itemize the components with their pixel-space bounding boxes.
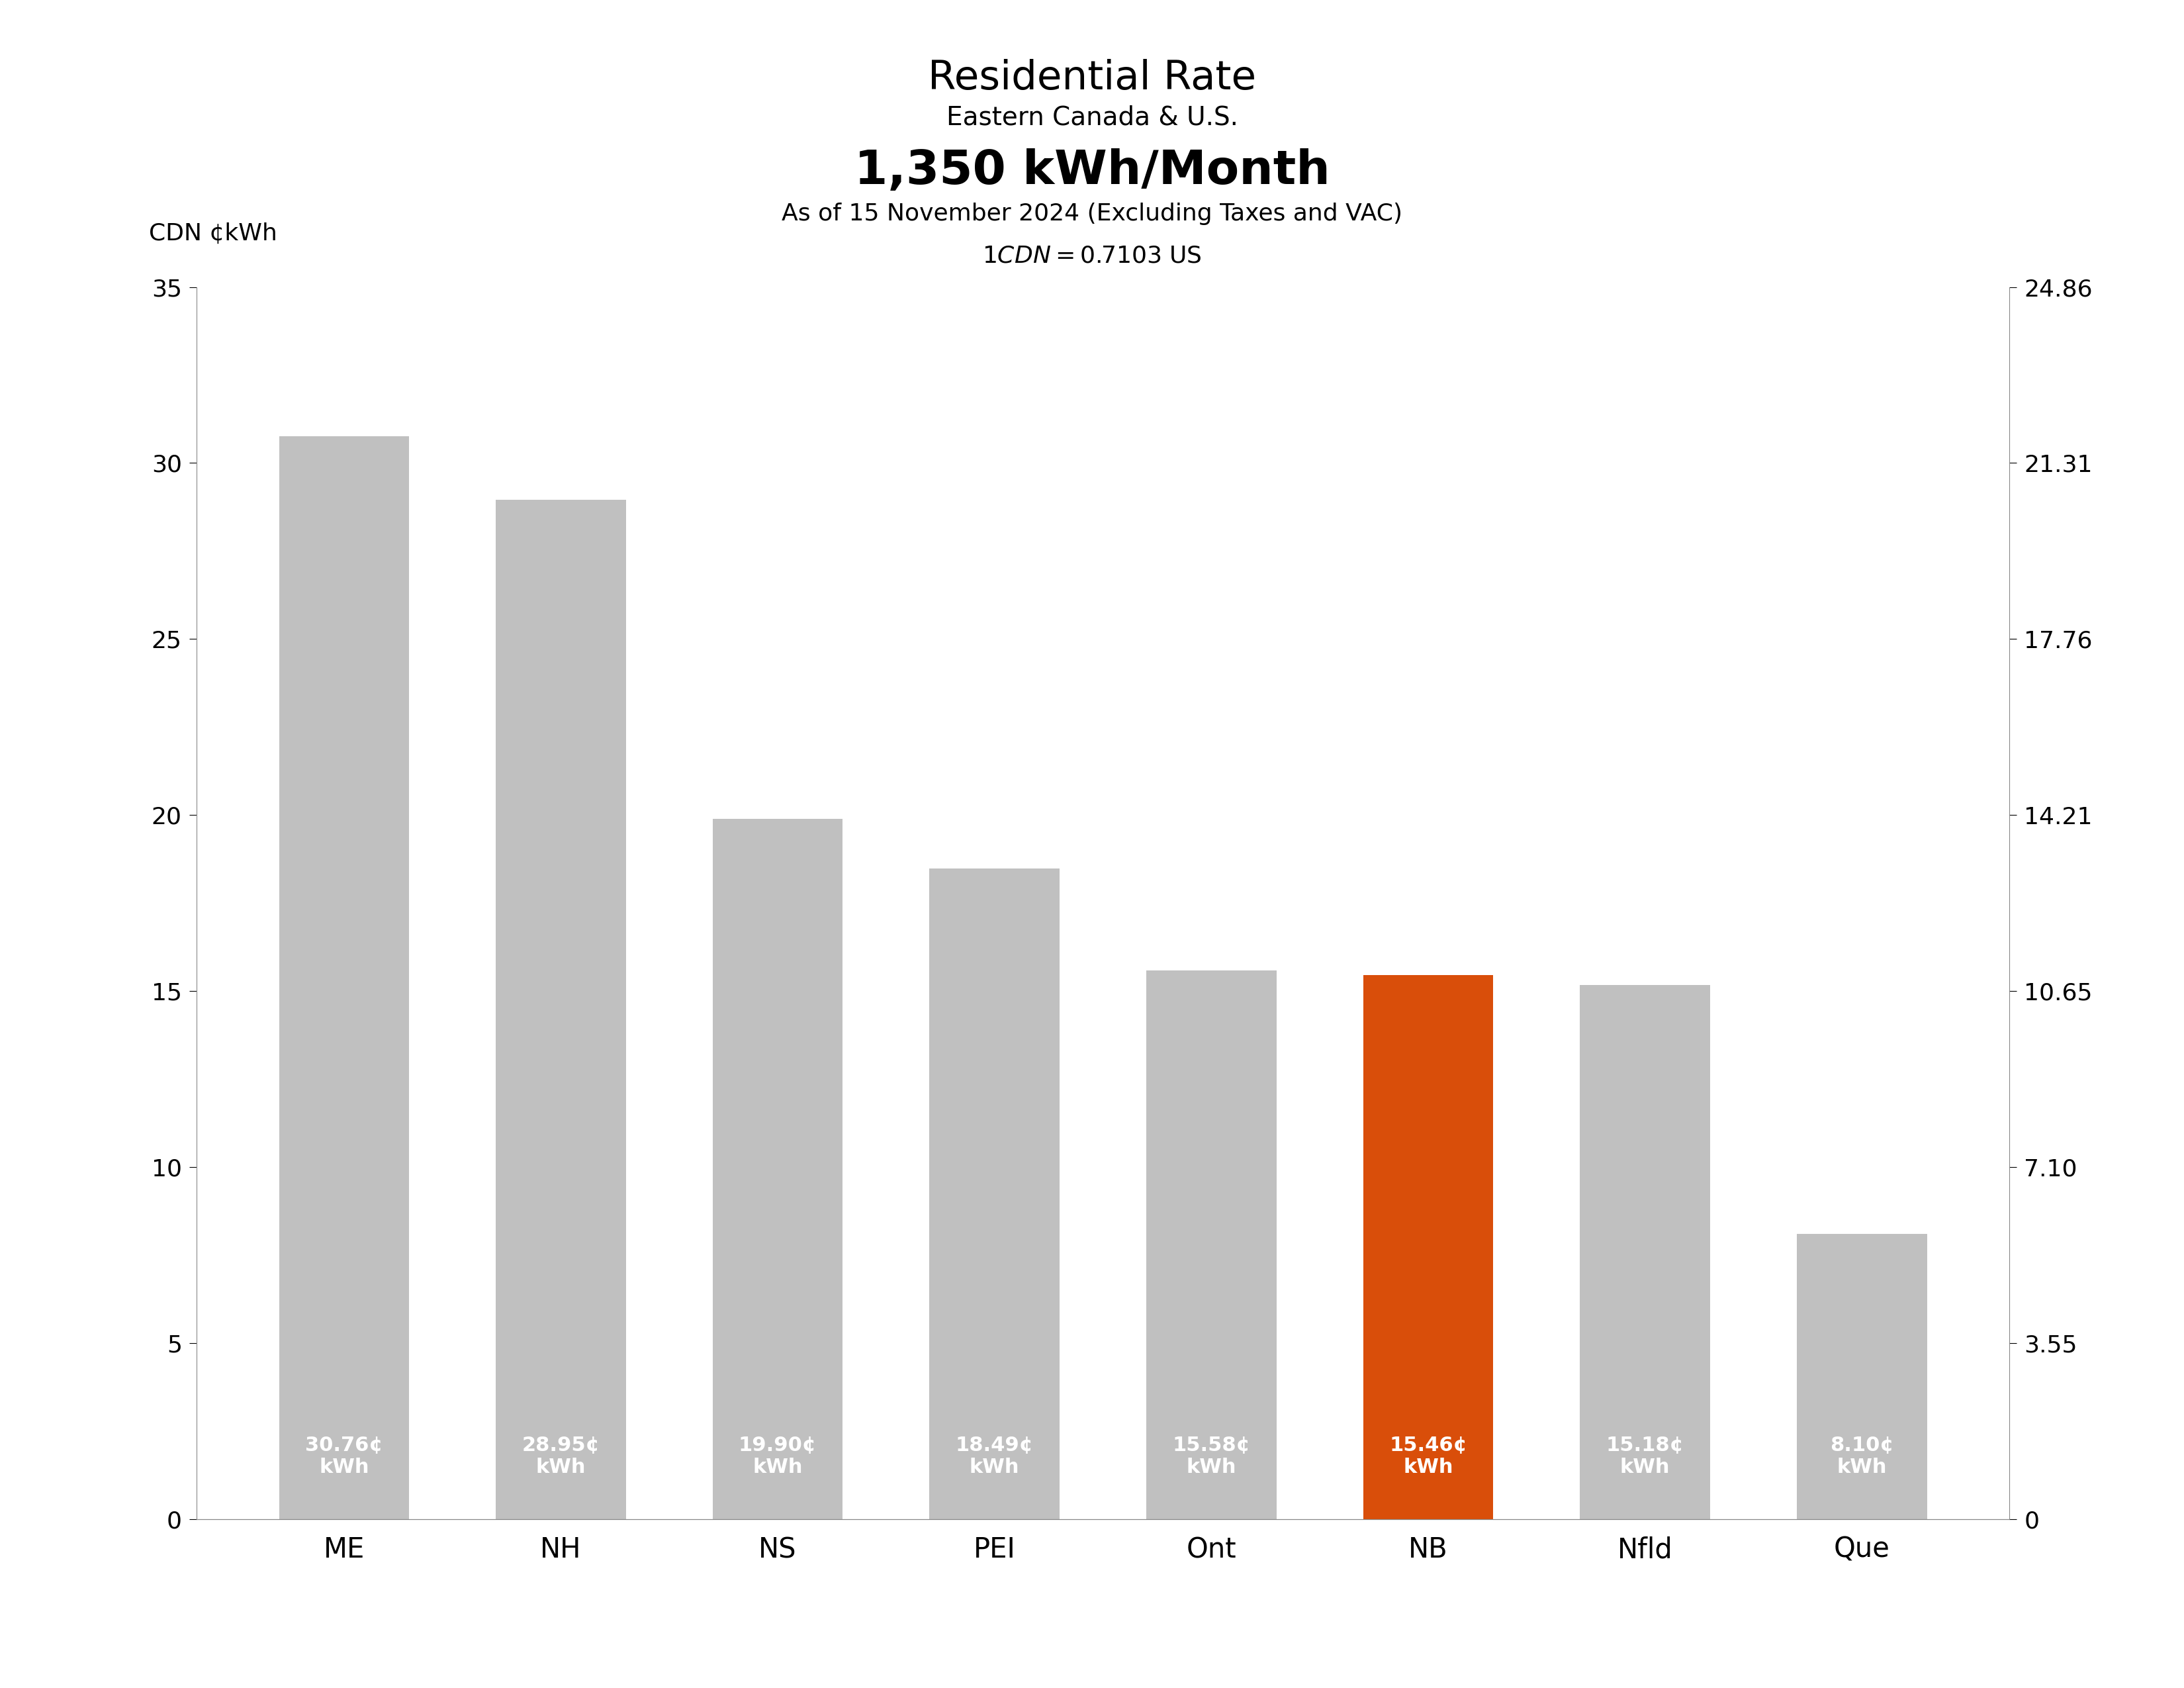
Text: Residential Rate: Residential Rate xyxy=(928,59,1256,98)
Text: 15.18¢
kWh: 15.18¢ kWh xyxy=(1605,1435,1684,1477)
Text: 15.46¢
kWh: 15.46¢ kWh xyxy=(1389,1435,1468,1477)
Text: 8.10¢
kWh: 8.10¢ kWh xyxy=(1830,1435,1894,1477)
Bar xyxy=(1797,1234,1926,1519)
Text: 1,350 kWh/Month: 1,350 kWh/Month xyxy=(854,149,1330,194)
Text: 28.95¢
kWh: 28.95¢ kWh xyxy=(522,1435,601,1477)
Bar xyxy=(496,500,627,1519)
Bar xyxy=(1579,984,1710,1519)
Bar xyxy=(1363,976,1494,1519)
Bar xyxy=(1147,971,1275,1519)
Text: Eastern Canada & U.S.: Eastern Canada & U.S. xyxy=(946,105,1238,130)
Text: $1 CDN = $0.7103 US: $1 CDN = $0.7103 US xyxy=(983,245,1201,267)
Bar xyxy=(930,868,1059,1519)
Text: 18.49¢
kWh: 18.49¢ kWh xyxy=(954,1435,1033,1477)
Text: CDN ¢kWh: CDN ¢kWh xyxy=(149,223,277,245)
Bar xyxy=(280,436,408,1519)
Text: 30.76¢
kWh: 30.76¢ kWh xyxy=(306,1435,382,1477)
Text: 15.58¢
kWh: 15.58¢ kWh xyxy=(1173,1435,1251,1477)
Bar xyxy=(712,819,843,1519)
Text: 19.90¢
kWh: 19.90¢ kWh xyxy=(738,1435,817,1477)
Text: As of 15 November 2024 (Excluding Taxes and VAC): As of 15 November 2024 (Excluding Taxes … xyxy=(782,203,1402,225)
